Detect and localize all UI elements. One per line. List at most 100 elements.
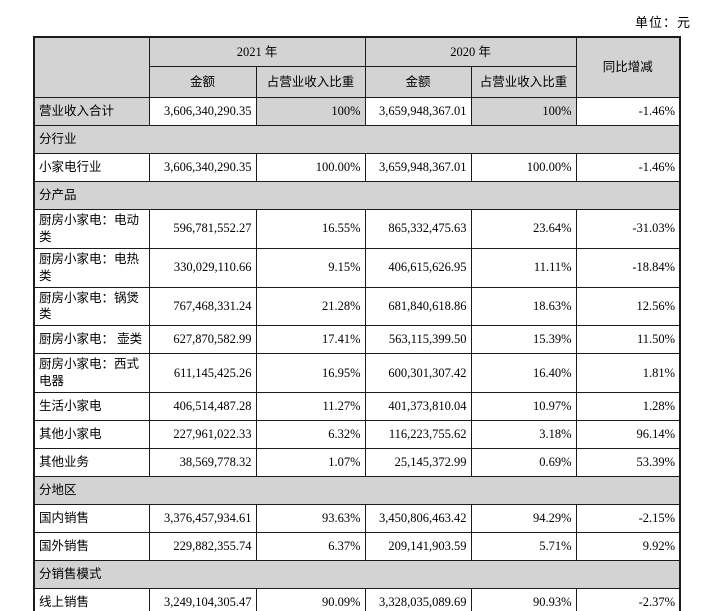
table-row: 营业收入合计 3,606,340,290.35 100% 3,659,948,367.… <box>33 97 681 126</box>
amount-2021-cell: 38,569,778.32 <box>148 448 257 477</box>
pct-2020-cell: 90.93% <box>470 588 577 611</box>
table-row: 线上销售 3,249,104,305.47 90.09% 3,328,035,089.… <box>33 588 681 611</box>
pct-2020-cell: 3.18% <box>470 420 577 449</box>
section-row: 分产品 <box>33 181 681 210</box>
pct-2021-cell: 16.95% <box>255 353 366 393</box>
row-label-cell: 其他小家电 <box>33 420 150 449</box>
section-label: 分行业 <box>33 125 681 154</box>
table-row: 厨房小家电：西式电器 611,145,425.26 16.95% 600,301,30… <box>33 353 681 393</box>
amount-2020-cell: 681,840,618.86 <box>364 286 472 327</box>
year-2020-header: 2020 年 <box>364 36 577 67</box>
unit-label: 单位：元 <box>634 15 691 30</box>
row-label-cell: 厨房小家电：西式电器 <box>33 353 150 393</box>
pct-2020-cell: 23.64% <box>470 209 577 249</box>
pct-2021-cell: 21.28% <box>255 286 366 327</box>
yoy-cell: -31.03% <box>575 209 681 249</box>
amount-2020-cell: 865,332,475.63 <box>364 209 472 249</box>
amount-2020-cell: 600,301,307.42 <box>364 353 472 393</box>
row-label-cell: 厨房小家电：电动类 <box>33 209 150 249</box>
amount-2021-cell: 627,870,582.99 <box>148 325 257 355</box>
table-header: 2021 年 2020 年 同比增减 金额 占营业收入比重 金额 占营业收入比重 <box>33 36 681 98</box>
pct-2021-cell: 100.00% <box>255 153 366 182</box>
header-row-metrics: 金额 占营业收入比重 金额 占营业收入比重 <box>34 66 680 98</box>
amount-2020-cell: 3,450,806,463.42 <box>364 504 472 533</box>
amount-2020-cell: 209,141,903.59 <box>364 532 472 561</box>
amount-2020-cell: 25,145,372.99 <box>364 448 472 477</box>
pct-2020-cell: 100% <box>470 97 577 126</box>
amount-2021-cell: 3,606,340,290.35 <box>148 97 257 126</box>
yoy-cell: 12.56% <box>575 286 681 327</box>
amount-2021-cell: 3,606,340,290.35 <box>148 153 257 182</box>
pct-2020-cell: 16.40% <box>470 353 577 393</box>
pct-2020-cell: 94.29% <box>470 504 577 533</box>
amount-2021-header: 金额 <box>148 66 257 98</box>
amount-2021-cell: 767,468,331.24 <box>148 286 257 327</box>
yoy-cell: 9.92% <box>575 532 681 561</box>
amount-2020-cell: 3,328,035,089.69 <box>364 588 472 611</box>
row-label-cell: 厨房小家电：电热类 <box>33 247 150 288</box>
table-row: 其他业务 38,569,778.32 1.07% 25,145,372.99 0.69%… <box>33 448 681 477</box>
table-row: 国内销售 3,376,457,934.61 93.63% 3,450,806,463.… <box>33 504 681 533</box>
amount-2020-cell: 116,223,755.62 <box>364 420 472 449</box>
pct-2021-cell: 1.07% <box>255 448 366 477</box>
amount-2020-cell: 3,659,948,367.01 <box>364 97 472 126</box>
row-label-cell: 营业收入合计 <box>33 97 150 126</box>
row-label-cell: 其他业务 <box>33 448 150 477</box>
section-label: 分地区 <box>33 476 681 505</box>
pct-2021-cell: 93.63% <box>255 504 366 533</box>
amount-2021-cell: 3,249,104,305.47 <box>148 588 257 611</box>
pct-2021-cell: 17.41% <box>255 325 366 355</box>
table-row: 其他小家电 227,961,022.33 6.32% 116,223,755.62 3.… <box>33 420 681 449</box>
yoy-header: 同比增减 <box>575 36 681 98</box>
section-label: 分销售模式 <box>33 560 681 589</box>
yoy-cell: -1.46% <box>575 97 681 126</box>
yoy-cell: -2.15% <box>575 504 681 533</box>
pct-2020-cell: 0.69% <box>470 448 577 477</box>
pct-2020-cell: 18.63% <box>470 286 577 327</box>
section-row: 分销售模式 <box>33 560 681 589</box>
table-row: 厨房小家电：锅煲类 767,468,331.24 21.28% 681,840,618… <box>33 286 681 327</box>
table-body: 营业收入合计 3,606,340,290.35 100% 3,659,948,367.… <box>33 97 681 611</box>
amount-2021-cell: 611,145,425.26 <box>148 353 257 393</box>
amount-2020-cell: 406,615,626.95 <box>364 247 472 288</box>
year-2021-header: 2021 年 <box>148 36 366 67</box>
yoy-cell: 1.81% <box>575 353 681 393</box>
pct-2021-cell: 100% <box>255 97 366 126</box>
revenue-breakdown-table: 2021 年 2020 年 同比增减 金额 占营业收入比重 金额 占营业收入比重… <box>33 36 682 611</box>
amount-2021-cell: 3,376,457,934.61 <box>148 504 257 533</box>
yoy-cell: 53.39% <box>575 448 681 477</box>
pct-2020-cell: 5.71% <box>470 532 577 561</box>
amount-2021-cell: 406,514,487.28 <box>148 392 257 421</box>
pct-2021-header: 占营业收入比重 <box>255 66 366 98</box>
row-label-cell: 厨房小家电： 壶类 <box>33 325 150 355</box>
pct-2020-cell: 10.97% <box>470 392 577 421</box>
row-label-cell: 国内销售 <box>33 504 150 533</box>
row-label-cell: 线上销售 <box>33 588 150 611</box>
yoy-cell: -18.84% <box>575 247 681 288</box>
amount-2021-cell: 596,781,552.27 <box>148 209 257 249</box>
pct-2021-cell: 11.27% <box>255 392 366 421</box>
yoy-cell: 1.28% <box>575 392 681 421</box>
yoy-cell: 11.50% <box>575 325 681 355</box>
table-row: 厨房小家电：电动类 596,781,552.27 16.55% 865,332,475… <box>33 209 681 249</box>
pct-2020-header: 占营业收入比重 <box>470 66 577 98</box>
amount-2020-cell: 401,373,810.04 <box>364 392 472 421</box>
table-row: 厨房小家电： 壶类 627,870,582.99 17.41% 563,115,399… <box>33 325 681 355</box>
pct-2021-cell: 6.32% <box>255 420 366 449</box>
yoy-cell: 96.14% <box>575 420 681 449</box>
row-label-cell: 国外销售 <box>33 532 150 561</box>
section-label: 分产品 <box>33 181 681 210</box>
amount-2020-header: 金额 <box>364 66 472 98</box>
amount-2021-cell: 330,029,110.66 <box>148 247 257 288</box>
table-row: 小家电行业 3,606,340,290.35 100.00% 3,659,948,36… <box>33 153 681 182</box>
amount-2021-cell: 229,882,355.74 <box>148 532 257 561</box>
pct-2020-cell: 15.39% <box>470 325 577 355</box>
section-row: 分地区 <box>33 476 681 505</box>
pct-2021-cell: 6.37% <box>255 532 366 561</box>
table-row: 生活小家电 406,514,487.28 11.27% 401,373,810.04 1… <box>33 392 681 421</box>
section-row: 分行业 <box>33 125 681 154</box>
row-label-cell: 小家电行业 <box>33 153 150 182</box>
amount-2020-cell: 563,115,399.50 <box>364 325 472 355</box>
pct-2021-cell: 9.15% <box>255 247 366 288</box>
